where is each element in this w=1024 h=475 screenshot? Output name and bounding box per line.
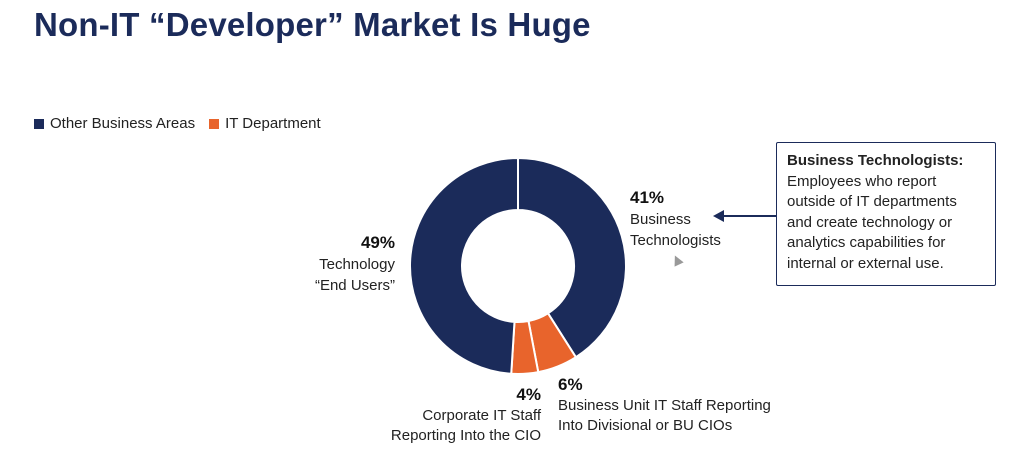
legend-label-it-department: IT Department <box>225 115 321 132</box>
donut-slice-end-users <box>409 156 519 375</box>
data-label-pct-corporate-it-staff: 4% <box>516 385 541 404</box>
data-label-pct-end-users: 49% <box>361 233 395 252</box>
data-label-corporate-it-staff: 4% Corporate IT Staff Reporting Into the C… <box>391 385 542 444</box>
data-label-text-business-technologists: Technologists <box>630 232 721 249</box>
legend-label-other-business: Other Business Areas <box>50 115 196 132</box>
data-label-bu-it-staff: 6% Business Unit IT Staff Reporting Into D… <box>558 375 771 434</box>
data-label-pct-business-technologists: 41% <box>630 188 664 207</box>
legend-item-other-business: Other Business Areas <box>34 115 195 132</box>
data-label-business-technologists: 41% Business Technologists <box>630 188 721 249</box>
data-label-pct-bu-it-staff: 6% <box>558 375 583 394</box>
callout-body: Employees who report outside of IT depar… <box>787 172 957 272</box>
data-label-text-bu-it-staff: Business Unit IT Staff Reporting <box>558 397 771 414</box>
page-title: Non-IT “Developer” Market Is Huge <box>34 6 591 43</box>
data-label-text-corporate-it-staff: Reporting Into the CIO <box>391 427 541 444</box>
legend-item-it-department: IT Department <box>209 115 321 132</box>
data-label-text-business-technologists: Business <box>630 211 691 228</box>
data-label-text-end-users: Technology <box>319 256 395 273</box>
callout-title: Business Technologists: <box>787 152 964 169</box>
chart-legend: Other Business Areas IT Department <box>34 115 335 132</box>
data-label-end-users: 49% Technology “End Users” <box>315 233 396 294</box>
donut-slice-business-technologists <box>517 156 627 359</box>
data-label-text-corporate-it-staff: Corporate IT Staff <box>422 407 542 424</box>
arrow-left-icon <box>713 210 724 222</box>
callout-box: Business Technologists: Employees who re… <box>776 142 996 286</box>
legend-swatch-navy <box>34 118 44 129</box>
legend-swatch-orange <box>209 118 220 129</box>
data-label-text-bu-it-staff: Into Divisional or BU CIOs <box>558 417 732 434</box>
data-label-text-end-users: “End Users” <box>315 277 395 294</box>
